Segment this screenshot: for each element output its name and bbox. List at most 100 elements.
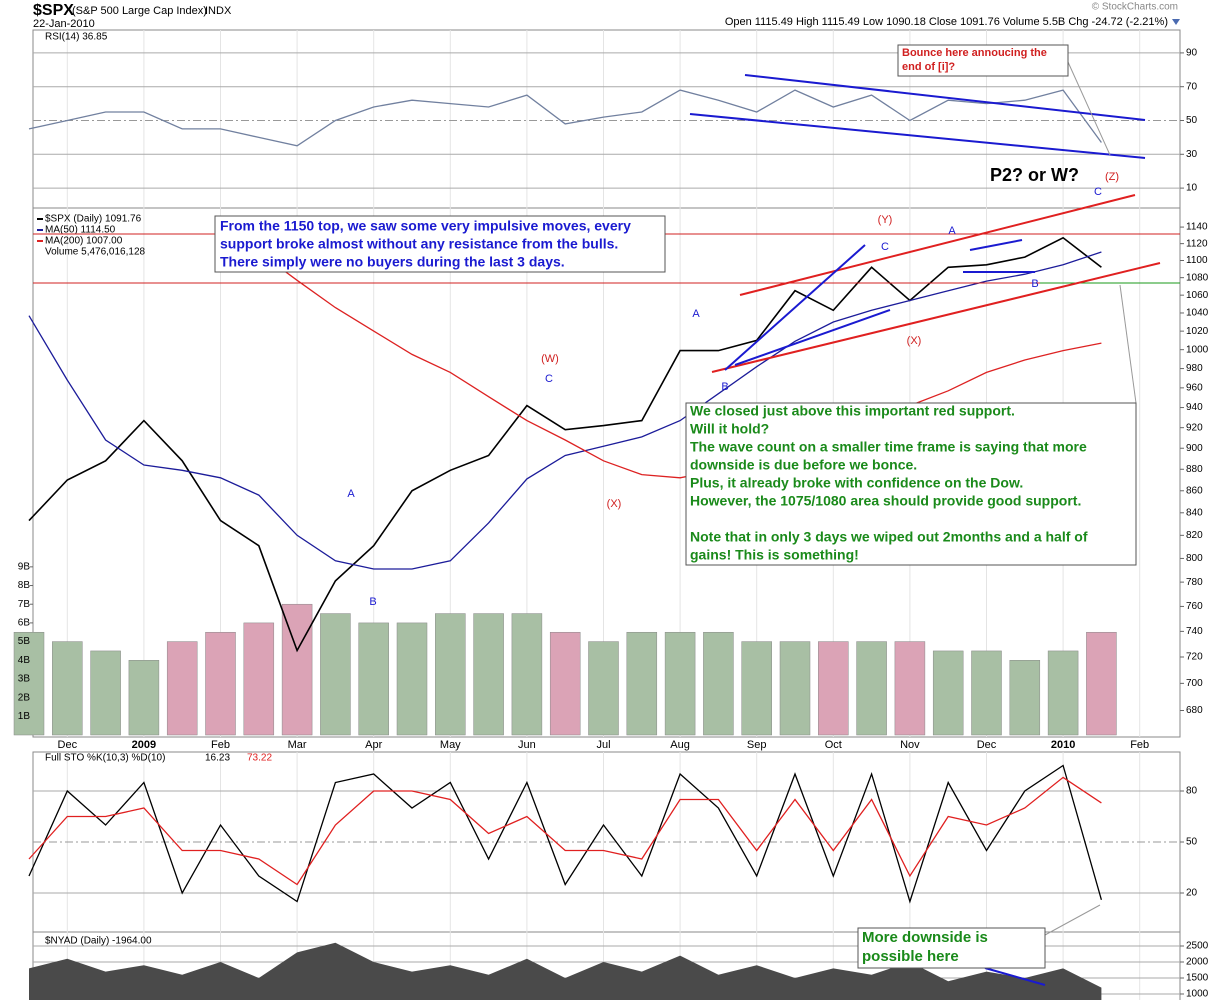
volume-bar xyxy=(52,641,83,736)
wave-label: (W) xyxy=(541,353,559,365)
y-tick-label: 2500 xyxy=(1186,941,1209,952)
annotation-text: Bounce here annoucing the xyxy=(902,47,1047,59)
panel-title: RSI(14) 36.85 xyxy=(45,32,108,43)
wave-label: (X) xyxy=(607,498,622,510)
volume-bar xyxy=(779,641,811,736)
wave-label: (Z) xyxy=(1105,171,1119,183)
wave-label: A xyxy=(347,488,355,500)
volume-bar xyxy=(358,622,389,736)
legend-label: 73.22 xyxy=(247,753,272,764)
volume-bar xyxy=(818,641,849,736)
y-tick-label: 5B xyxy=(18,636,31,647)
x-tick-label: Dec xyxy=(977,739,997,751)
marks: Dec 2009 Feb Mar Apr May Jun Jul Aug Sep Oct Nov Dec… xyxy=(18,32,1209,1000)
volume-bar xyxy=(320,613,351,736)
volume-bar xyxy=(511,613,543,736)
trend-line xyxy=(724,244,866,371)
annotation: P2? or W? xyxy=(990,165,1079,185)
note-box xyxy=(214,215,666,273)
legend-swatch xyxy=(37,229,43,231)
y-tick-label: 880 xyxy=(1186,464,1203,475)
volume-bar xyxy=(473,613,504,736)
x-tick-label: 2010 xyxy=(1051,739,1075,751)
volume-bar xyxy=(243,622,275,736)
volume-bar xyxy=(1047,650,1079,736)
notes: Bounce here annoucing the end of [i]? From… xyxy=(220,47,1119,965)
y-tick-label: 980 xyxy=(1186,363,1203,374)
x-tick-label: Mar xyxy=(288,739,307,751)
annotation-text: However, the 1075/1080 area should provi… xyxy=(690,493,1081,509)
y-tick-label: 4B xyxy=(18,655,31,666)
volume-bar xyxy=(549,631,581,736)
y-tick-label: 90 xyxy=(1186,48,1198,59)
series-line xyxy=(28,776,1102,886)
volume-bar xyxy=(664,631,696,736)
x-tick-label: May xyxy=(440,739,461,751)
y-tick-label: 70 xyxy=(1186,81,1198,92)
y-tick-label: 720 xyxy=(1186,652,1203,663)
wave-label: C xyxy=(545,373,553,385)
volume-bar xyxy=(281,603,313,736)
y-tick-label: 1060 xyxy=(1186,290,1209,301)
volume-bar xyxy=(128,660,160,736)
wave-label: A xyxy=(692,308,700,320)
legend-label: 16.23 xyxy=(205,753,230,764)
volume-bar xyxy=(90,650,121,736)
y-tick-label: 1040 xyxy=(1186,308,1209,319)
y-tick-label: 900 xyxy=(1186,443,1203,454)
panel-title: Full STO %K(10,3) %D(10) xyxy=(45,753,165,764)
annotation-text: end of [i]? xyxy=(902,61,955,73)
volume-bar xyxy=(971,650,1002,736)
x-tick-label: Feb xyxy=(211,739,230,751)
annotation-text: There simply were no buyers during the l… xyxy=(220,254,565,270)
y-tick-label: 9B xyxy=(18,561,31,572)
wave-label: B xyxy=(721,381,728,393)
volume-bar xyxy=(626,631,658,736)
wave-label: B xyxy=(369,596,376,608)
symbol: $SPX xyxy=(33,2,74,19)
legend-label: MA(50) 1114.50 xyxy=(45,225,116,236)
wave-label: (X) xyxy=(907,335,922,347)
annotation-text: downside is due before we bonce. xyxy=(690,457,917,473)
annotation-text: support broke almost without any resista… xyxy=(220,236,618,252)
y-tick-label: 80 xyxy=(1186,786,1198,797)
dropdown-icon xyxy=(1172,19,1180,25)
y-tick-label: 1000 xyxy=(1186,344,1209,355)
volume-bar xyxy=(894,641,926,736)
annotation-text: Will it hold? xyxy=(690,421,769,437)
pointer xyxy=(1119,284,1137,404)
annotation-text: Plus, it already broke with confidence o… xyxy=(690,475,1023,491)
grid xyxy=(13,30,1184,1000)
trend-line xyxy=(969,239,1023,251)
y-tick-label: 740 xyxy=(1186,626,1203,637)
y-tick-label: 8B xyxy=(18,580,31,591)
area xyxy=(29,942,1102,1000)
y-tick-label: 860 xyxy=(1186,485,1203,496)
wave-label: A xyxy=(948,225,956,237)
channel-line xyxy=(739,194,1136,296)
series-line xyxy=(28,236,1102,653)
x-tick-label: 2009 xyxy=(132,739,156,751)
note-box xyxy=(857,927,1046,969)
wave-label: B xyxy=(1031,278,1038,290)
trend-line xyxy=(744,74,1146,121)
y-tick-label: 940 xyxy=(1186,402,1203,413)
y-tick-label: 820 xyxy=(1186,530,1203,541)
x-tick-label: Sep xyxy=(747,739,767,751)
pointer xyxy=(1067,61,1111,156)
annotation-text: gains! This is something! xyxy=(690,547,859,563)
x-tick-label: Feb xyxy=(1130,739,1149,751)
y-tick-label: 2000 xyxy=(1186,957,1209,968)
annotation-text: possible here xyxy=(862,948,959,965)
y-tick-label: 1500 xyxy=(1186,973,1209,984)
legend-swatch xyxy=(37,218,43,220)
quote: Open 1115.49 High 1115.49 Low 1090.18 Cl… xyxy=(725,16,1168,28)
x-tick-label: Apr xyxy=(365,739,382,751)
note-box xyxy=(897,44,1069,77)
panel-title: $NYAD (Daily) -1964.00 xyxy=(45,936,152,947)
volume-bar xyxy=(13,631,45,736)
pointer xyxy=(1044,904,1101,936)
y-tick-label: 1000 xyxy=(1186,989,1209,1000)
exchange: INDX xyxy=(205,5,232,17)
